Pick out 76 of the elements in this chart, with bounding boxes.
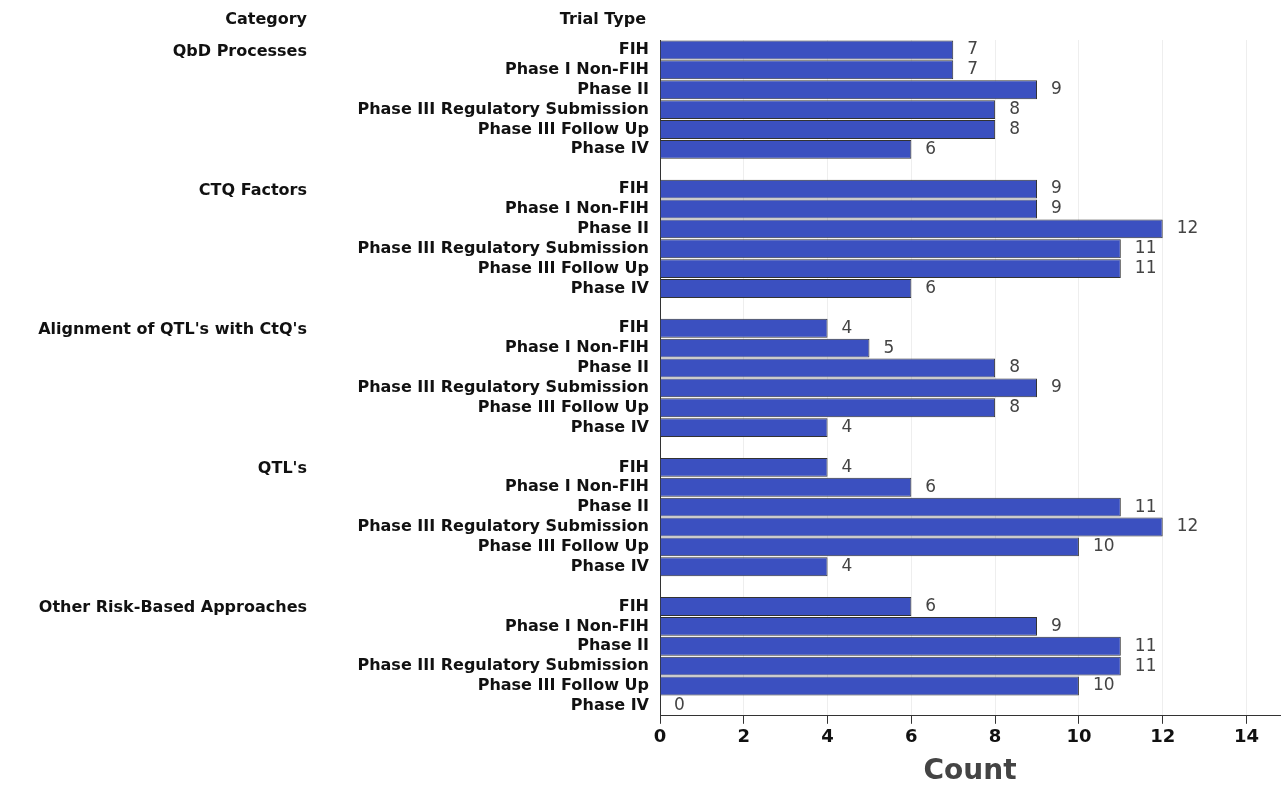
y-tick-label: FIH	[618, 178, 649, 198]
data-label: 8	[1009, 97, 1020, 118]
y-tick-label: FIH	[618, 595, 649, 615]
y-tick-label: Phase I Non-FIH	[504, 58, 649, 78]
data-label: 4	[841, 455, 853, 476]
y-tick-label: Phase III Regulatory Submission	[357, 516, 649, 536]
y-tick-label: Phase I Non-FIH	[504, 476, 649, 496]
y-tick-label: Phase III Regulatory Submission	[357, 98, 649, 118]
x-tick-label: 0	[653, 725, 667, 747]
y-tick-label: Phase I Non-FIH	[504, 337, 649, 357]
y-tick-label: Phase I Non-FIH	[504, 615, 649, 635]
data-label: 8	[1009, 396, 1020, 417]
data-label: 11	[1134, 495, 1157, 516]
data-label: 8	[1009, 117, 1020, 138]
y-tick-label: Phase II	[577, 357, 649, 377]
data-label: 9	[1051, 78, 1062, 99]
y-tick-label: Phase III Follow Up	[477, 536, 649, 556]
x-tick-label: 2	[737, 725, 751, 747]
text: QTL's	[257, 457, 307, 477]
y-tick-label: Phase II	[577, 496, 649, 516]
data-label: 11	[1134, 654, 1157, 675]
y-tick-label: Phase IV	[570, 416, 650, 436]
text: QbD Processes	[172, 40, 307, 60]
data-label: 9	[1051, 197, 1062, 218]
data-label: 6	[925, 594, 937, 615]
y-tick-label: Phase III Follow Up	[477, 675, 649, 695]
data-label: 7	[967, 38, 979, 59]
data-label: 11	[1134, 237, 1157, 258]
data-label: 12	[1176, 515, 1199, 536]
y-tick-label: Phase III Regulatory Submission	[357, 655, 649, 675]
data-label: 11	[1134, 257, 1157, 277]
data-label: 7	[967, 58, 979, 79]
y-tick-label: Phase II	[577, 635, 649, 655]
y-tick-label: Phase I Non-FIH	[504, 198, 649, 218]
y-tick-label: FIH	[618, 39, 649, 59]
data-label: 6	[925, 475, 937, 496]
data-label: 6	[925, 276, 937, 297]
data-label: 5	[883, 336, 895, 357]
y-tick-label: Phase IV	[570, 555, 650, 575]
x-tick-label: 6	[905, 725, 918, 747]
y-tick-label: Phase III Follow Up	[477, 396, 649, 416]
data-label: 10	[1092, 535, 1115, 556]
data-label: 6	[925, 137, 937, 158]
y-tick-label: FIH	[618, 456, 649, 476]
data-label: 10	[1092, 674, 1115, 695]
text: Alignment of QTL's with CtQ's	[38, 318, 307, 338]
x-tick-label: 14	[1233, 725, 1260, 747]
data-label: 11	[1134, 634, 1157, 655]
y-tick-label: Phase III Regulatory Submission	[357, 376, 649, 396]
text: Category	[225, 8, 307, 28]
data-label: 12	[1176, 217, 1199, 238]
x-axis-title: Count	[923, 753, 1017, 787]
y-tick-label: Phase III Follow Up	[477, 257, 649, 277]
y-tick-label: Phase III Follow Up	[477, 118, 649, 138]
x-tick-label: 4	[821, 725, 834, 747]
y-tick-label: Phase II	[577, 217, 649, 237]
data-label: 9	[1051, 376, 1062, 397]
data-label: 0	[674, 694, 685, 715]
data-label: 9	[1051, 177, 1062, 198]
y-tick-label: FIH	[618, 317, 649, 337]
y-tick-label: Phase III Regulatory Submission	[357, 237, 649, 257]
text: Other Risk-Based Approaches	[38, 596, 307, 616]
data-label: 4	[841, 316, 853, 337]
y-tick-label: Phase IV	[570, 138, 650, 158]
y-tick-label: Phase II	[577, 78, 649, 98]
y-axis-title: Trial Type	[559, 8, 646, 28]
data-label: 4	[841, 416, 853, 437]
y-tick-label: Phase IV	[570, 277, 650, 297]
x-tick-label: 12	[1150, 725, 1176, 747]
data-label: 4	[841, 555, 853, 576]
x-tick-label: 8	[988, 725, 1002, 747]
x-tick-label: 10	[1066, 725, 1092, 747]
text: CTQ Factors	[198, 179, 307, 199]
data-label: 8	[1009, 356, 1020, 377]
y-tick-label: Phase IV	[570, 695, 650, 715]
data-label: 9	[1051, 614, 1062, 635]
